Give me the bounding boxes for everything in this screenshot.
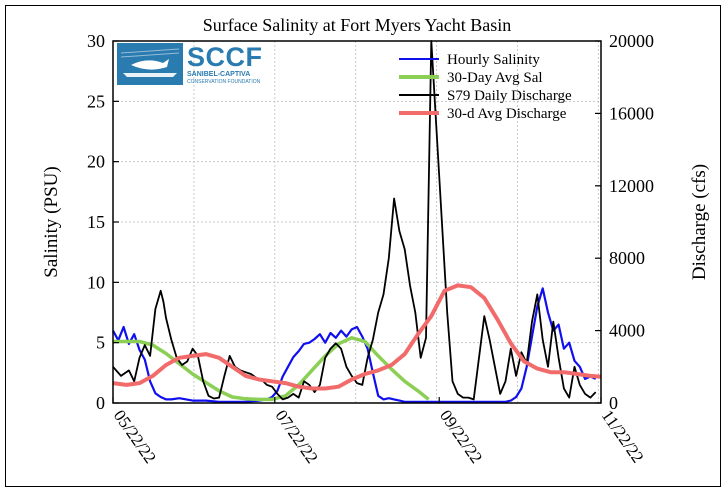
y-tick-label: 30 [87, 31, 105, 51]
y2-tick-label: 8000 [609, 248, 645, 268]
series-line-3 [112, 283, 602, 391]
sccf-logo-mark [117, 43, 183, 85]
logo-subtitle-1: SANIBEL-CAPTIVA [187, 71, 251, 78]
y2-tick-label: 4000 [609, 321, 645, 341]
y-tick-label: 10 [87, 272, 105, 292]
logo-subtitle-2: CONSERVATION FOUNDATION [187, 79, 261, 85]
y2-tick-label: 20000 [609, 31, 654, 51]
y2-axis-label: Discharge (cfs) [689, 164, 710, 280]
x-tick-label: 11/22/22 [598, 406, 648, 466]
legend-label-1: 30-Day Avg Sal [447, 70, 543, 86]
y2-tick-label: 16000 [609, 103, 654, 123]
y-tick-label: 20 [87, 152, 105, 172]
y-axis-label: Salinity (PSU) [41, 166, 62, 277]
x-tick-label: 07/22/22 [272, 406, 322, 466]
x-tick-label: 05/22/22 [110, 406, 160, 466]
legend-label-3: 30-d Avg Discharge [447, 106, 567, 122]
legend-label-0: Hourly Salinity [447, 52, 540, 68]
y-tick-label: 0 [96, 393, 105, 413]
logo-main-text: SCCF [187, 42, 263, 72]
y2-tick-label: 12000 [609, 176, 654, 196]
y-tick-label: 25 [87, 91, 105, 111]
series-line-0 [112, 287, 597, 403]
y-tick-label: 5 [96, 333, 105, 353]
chart-title: Surface Salinity at Fort Myers Yacht Bas… [203, 15, 511, 35]
y-tick-label: 15 [87, 212, 105, 232]
x-tick-label: 09/22/22 [436, 406, 486, 466]
y2-tick-label: 0 [609, 393, 618, 413]
series-line-1 [113, 336, 430, 402]
legend-label-2: S79 Daily Discharge [447, 88, 572, 104]
sccf-logo: SCCF SANIBEL-CAPTIVA CONSERVATION FOUNDA… [117, 43, 267, 85]
